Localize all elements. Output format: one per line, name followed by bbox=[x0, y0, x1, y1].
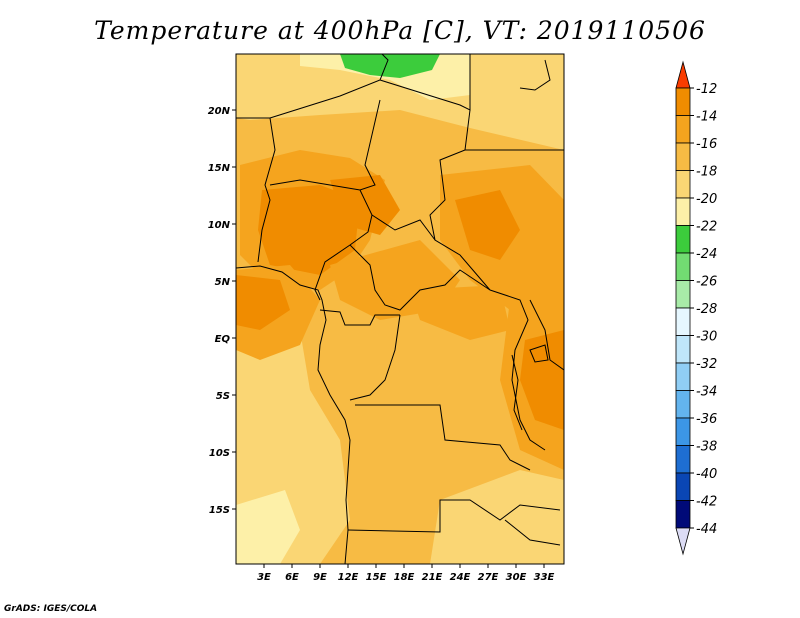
colorbar-segment bbox=[675, 417, 691, 446]
colorbar-segment bbox=[675, 142, 691, 171]
map-frame bbox=[235, 53, 565, 565]
lon-label: 30E bbox=[506, 572, 527, 583]
border-car bbox=[349, 244, 491, 311]
border-angola-zambia bbox=[347, 499, 561, 533]
field-congo-16 bbox=[410, 285, 510, 340]
grads-credit: GrADS: IGES/COLA bbox=[4, 604, 98, 614]
colorbar-segment bbox=[675, 445, 691, 474]
colorbar-label: -28 bbox=[696, 302, 717, 317]
colorbar-label: -44 bbox=[696, 522, 717, 537]
colorbar-segment bbox=[675, 252, 691, 281]
field-green-24 bbox=[340, 54, 440, 78]
lon-label: 15E bbox=[366, 572, 387, 583]
colorbar-segment bbox=[675, 280, 691, 309]
lon-label: 9E bbox=[313, 572, 327, 583]
coastline bbox=[236, 265, 351, 564]
lat-label: 10S bbox=[209, 448, 230, 459]
lat-axis: 20N 15N 10N 5N EQ 5S 10S 15S bbox=[208, 106, 236, 516]
border-chad-sudan bbox=[429, 109, 491, 291]
lake-victoria bbox=[529, 344, 549, 363]
lat-label: 10N bbox=[208, 220, 231, 231]
colorbar-label: -12 bbox=[696, 82, 717, 97]
field-gulf-14 bbox=[236, 275, 290, 330]
border-drc-east bbox=[489, 289, 546, 451]
lat-label: 5N bbox=[215, 277, 231, 288]
colorbar-segment bbox=[675, 197, 691, 226]
colorbar-label: -14 bbox=[696, 110, 717, 125]
lat-label: 15N bbox=[208, 163, 231, 174]
colorbar-segment bbox=[675, 500, 691, 529]
field-lakes-14 bbox=[520, 330, 564, 430]
lat-label: 15S bbox=[209, 505, 230, 516]
colorbar-segment bbox=[675, 390, 691, 419]
temperature-field bbox=[236, 54, 564, 564]
colorbar-segment bbox=[675, 170, 691, 199]
border-zambia-south bbox=[504, 519, 561, 546]
colorbar-segment bbox=[675, 87, 691, 116]
colorbar-segment bbox=[675, 362, 691, 391]
border-northeast bbox=[519, 59, 551, 91]
lon-label: 12E bbox=[338, 572, 359, 583]
border-gabon-congo bbox=[319, 309, 400, 326]
border-chad-car bbox=[371, 214, 436, 241]
colorbar-segment bbox=[675, 335, 691, 364]
field-nigeria-14 bbox=[258, 185, 360, 275]
field-chad-14 bbox=[330, 175, 400, 235]
lon-label: 18E bbox=[394, 572, 415, 583]
lon-label: 3E bbox=[257, 572, 271, 583]
colorbar-bottom-arrow bbox=[675, 527, 691, 556]
colorbar-label: -36 bbox=[696, 412, 717, 427]
lat-label: 5S bbox=[216, 391, 230, 402]
colorbar-label: -24 bbox=[696, 247, 717, 262]
border-uganda-kenya bbox=[529, 299, 564, 371]
lon-label: 24E bbox=[450, 572, 471, 583]
field-north-20 bbox=[236, 54, 564, 150]
colorbar-segment bbox=[675, 115, 691, 144]
colorbar-segment bbox=[675, 225, 691, 254]
colorbar: -12 -14 -16 -18 -20 -22 -24 -26 -28 -30 -32 -34 -36 -… bbox=[675, 60, 717, 556]
lon-label: 27E bbox=[478, 572, 499, 583]
colorbar-label: -22 bbox=[696, 220, 717, 235]
lat-label: EQ bbox=[215, 334, 231, 345]
lon-axis: 3E 6E 9E 12E 15E 18E 21E 24E 27E 30E 33E bbox=[257, 564, 555, 583]
colorbar-label: -40 bbox=[696, 467, 717, 482]
colorbar-label: -16 bbox=[696, 137, 717, 152]
border-libya bbox=[379, 54, 471, 111]
colorbar-label: -30 bbox=[696, 330, 717, 345]
field-east-14 bbox=[455, 190, 520, 260]
border-angola-north bbox=[355, 404, 531, 471]
colorbar-label: -42 bbox=[696, 495, 717, 510]
colorbar-label: -32 bbox=[696, 357, 717, 372]
country-borders bbox=[236, 54, 564, 564]
lat-label: 20N bbox=[208, 106, 231, 117]
colorbar-label: -18 bbox=[696, 165, 717, 180]
border-congo-drc bbox=[349, 314, 401, 401]
colorbar-segment bbox=[675, 472, 691, 501]
colorbar-label: -20 bbox=[696, 192, 717, 207]
lake-tanganyika bbox=[511, 354, 523, 431]
field-southwest-22 bbox=[236, 490, 300, 564]
colorbar-label: -38 bbox=[696, 440, 717, 455]
lon-label: 21E bbox=[422, 572, 443, 583]
colorbar-segment bbox=[675, 307, 691, 336]
chart-title: Temperature at 400hPa [C], VT: 201911050… bbox=[94, 16, 706, 45]
colorbar-label: -34 bbox=[696, 385, 717, 400]
colorbar-label: -26 bbox=[696, 275, 717, 290]
lon-label: 33E bbox=[534, 572, 555, 583]
lon-label: 6E bbox=[285, 572, 299, 583]
colorbar-top-arrow bbox=[675, 60, 691, 89]
